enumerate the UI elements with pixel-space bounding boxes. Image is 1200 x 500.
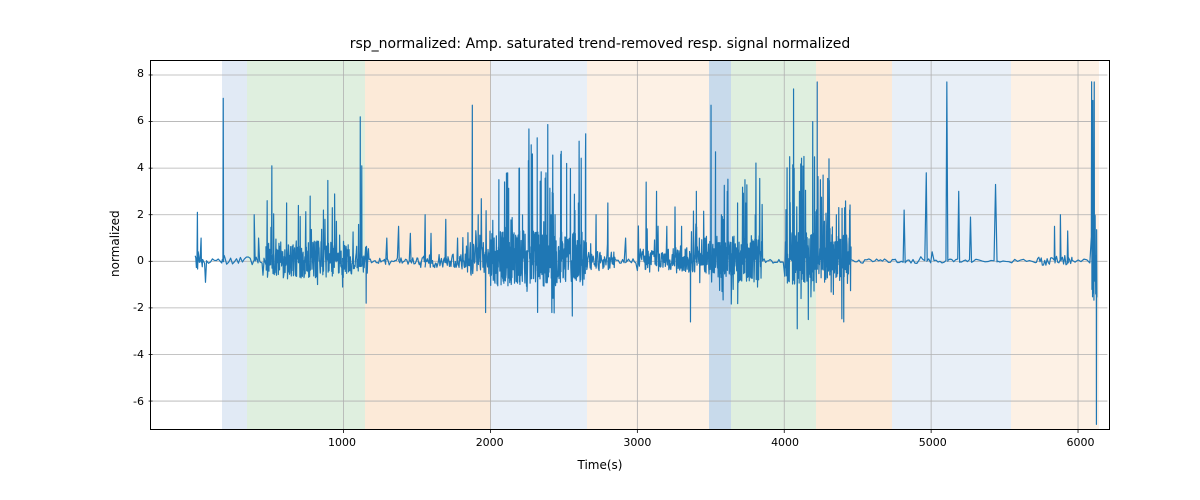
y-tick-label: -6: [114, 395, 144, 408]
y-tick-label: 4: [114, 161, 144, 174]
y-tick-label: 2: [114, 208, 144, 221]
x-tick-label: 2000: [475, 436, 505, 449]
y-tick-label: 6: [114, 114, 144, 127]
chart-title: rsp_normalized: Amp. saturated trend-rem…: [0, 36, 1200, 52]
figure: rsp_normalized: Amp. saturated trend-rem…: [0, 0, 1200, 500]
x-tick-label: 6000: [1065, 436, 1095, 449]
y-tick-label: -2: [114, 301, 144, 314]
x-tick-label: 3000: [622, 436, 652, 449]
x-axis-label: Time(s): [0, 458, 1200, 472]
plot-axes: [150, 60, 1110, 430]
x-tick-label: 4000: [770, 436, 800, 449]
y-tick-label: -4: [114, 348, 144, 361]
y-tick-label: 0: [114, 254, 144, 267]
x-tick-label: 1000: [327, 436, 357, 449]
x-tick-label: 5000: [918, 436, 948, 449]
signal-line: [151, 61, 1109, 429]
y-tick-label: 8: [114, 67, 144, 80]
